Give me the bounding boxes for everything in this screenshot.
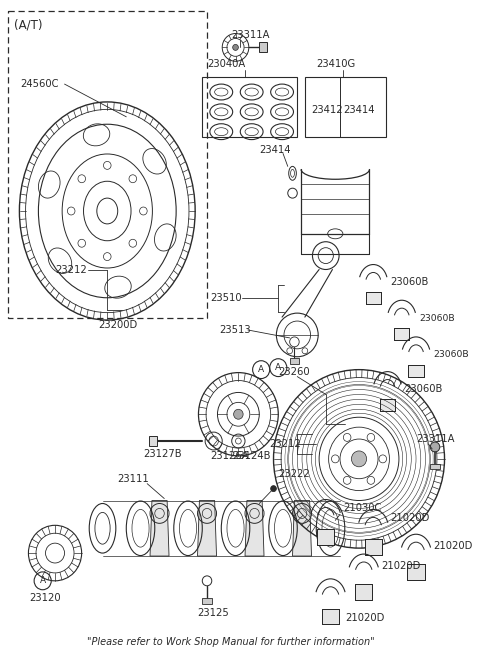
Bar: [380, 400, 395, 411]
Text: 23060B: 23060B: [433, 350, 469, 359]
Text: 23127B: 23127B: [144, 449, 182, 459]
Bar: [365, 539, 382, 555]
Bar: [408, 365, 424, 377]
Text: 23126A: 23126A: [210, 451, 249, 461]
Bar: [408, 365, 424, 377]
Polygon shape: [150, 500, 169, 556]
Bar: [408, 564, 425, 580]
Circle shape: [351, 451, 367, 467]
Circle shape: [233, 45, 239, 50]
Polygon shape: [245, 500, 264, 556]
Bar: [366, 292, 381, 304]
Bar: [202, 77, 297, 137]
Bar: [8, 10, 207, 318]
Text: 23212: 23212: [269, 439, 300, 449]
Polygon shape: [292, 500, 312, 556]
Bar: [355, 584, 372, 600]
Text: 23120: 23120: [29, 593, 61, 603]
Text: 23311A: 23311A: [231, 29, 269, 39]
Text: 21020D: 21020D: [433, 541, 472, 551]
Bar: [408, 564, 425, 580]
Bar: [322, 608, 339, 624]
Circle shape: [430, 442, 440, 452]
Text: 21020D: 21020D: [345, 612, 384, 622]
Text: 23111: 23111: [117, 474, 148, 483]
Text: 23510: 23510: [210, 293, 241, 303]
Bar: [149, 436, 156, 446]
Text: 21020D: 21020D: [390, 514, 430, 523]
Text: A: A: [275, 363, 281, 372]
Bar: [394, 328, 409, 340]
Text: "Please refer to Work Shop Manual for further information": "Please refer to Work Shop Manual for fu…: [87, 637, 374, 647]
Bar: [394, 328, 409, 340]
Text: 23124B: 23124B: [233, 451, 271, 461]
Text: A: A: [40, 576, 46, 586]
Text: 24560C: 24560C: [20, 79, 59, 89]
Text: 23060B: 23060B: [405, 384, 443, 394]
Text: 23311A: 23311A: [416, 434, 455, 444]
Bar: [380, 400, 395, 411]
Text: 23414: 23414: [259, 145, 291, 155]
Text: 23260: 23260: [278, 367, 310, 377]
Bar: [322, 608, 339, 624]
Text: A: A: [258, 365, 264, 374]
Text: 23060B: 23060B: [419, 314, 455, 322]
Text: 23222: 23222: [278, 469, 310, 479]
Text: 23412: 23412: [312, 105, 343, 115]
Text: 23200D: 23200D: [98, 320, 137, 330]
Text: 23414: 23414: [343, 105, 374, 115]
Text: 23040A: 23040A: [207, 59, 245, 69]
Text: (A/T): (A/T): [14, 18, 43, 31]
Bar: [317, 529, 335, 545]
Text: 21020D: 21020D: [381, 561, 420, 571]
Text: 23060B: 23060B: [390, 277, 429, 288]
Circle shape: [271, 485, 276, 492]
Text: 23513: 23513: [219, 325, 251, 335]
Bar: [289, 358, 299, 364]
Bar: [366, 292, 381, 304]
Bar: [355, 584, 372, 600]
Text: 23212: 23212: [55, 265, 87, 276]
Bar: [259, 43, 267, 52]
Bar: [202, 598, 212, 604]
Polygon shape: [198, 500, 216, 556]
Text: 21030C: 21030C: [343, 504, 381, 514]
Bar: [365, 539, 382, 555]
Text: 23125: 23125: [198, 608, 229, 618]
Circle shape: [234, 409, 243, 419]
Bar: [317, 529, 335, 545]
Text: 23410G: 23410G: [316, 59, 356, 69]
Bar: [430, 464, 440, 469]
Bar: [305, 77, 385, 137]
